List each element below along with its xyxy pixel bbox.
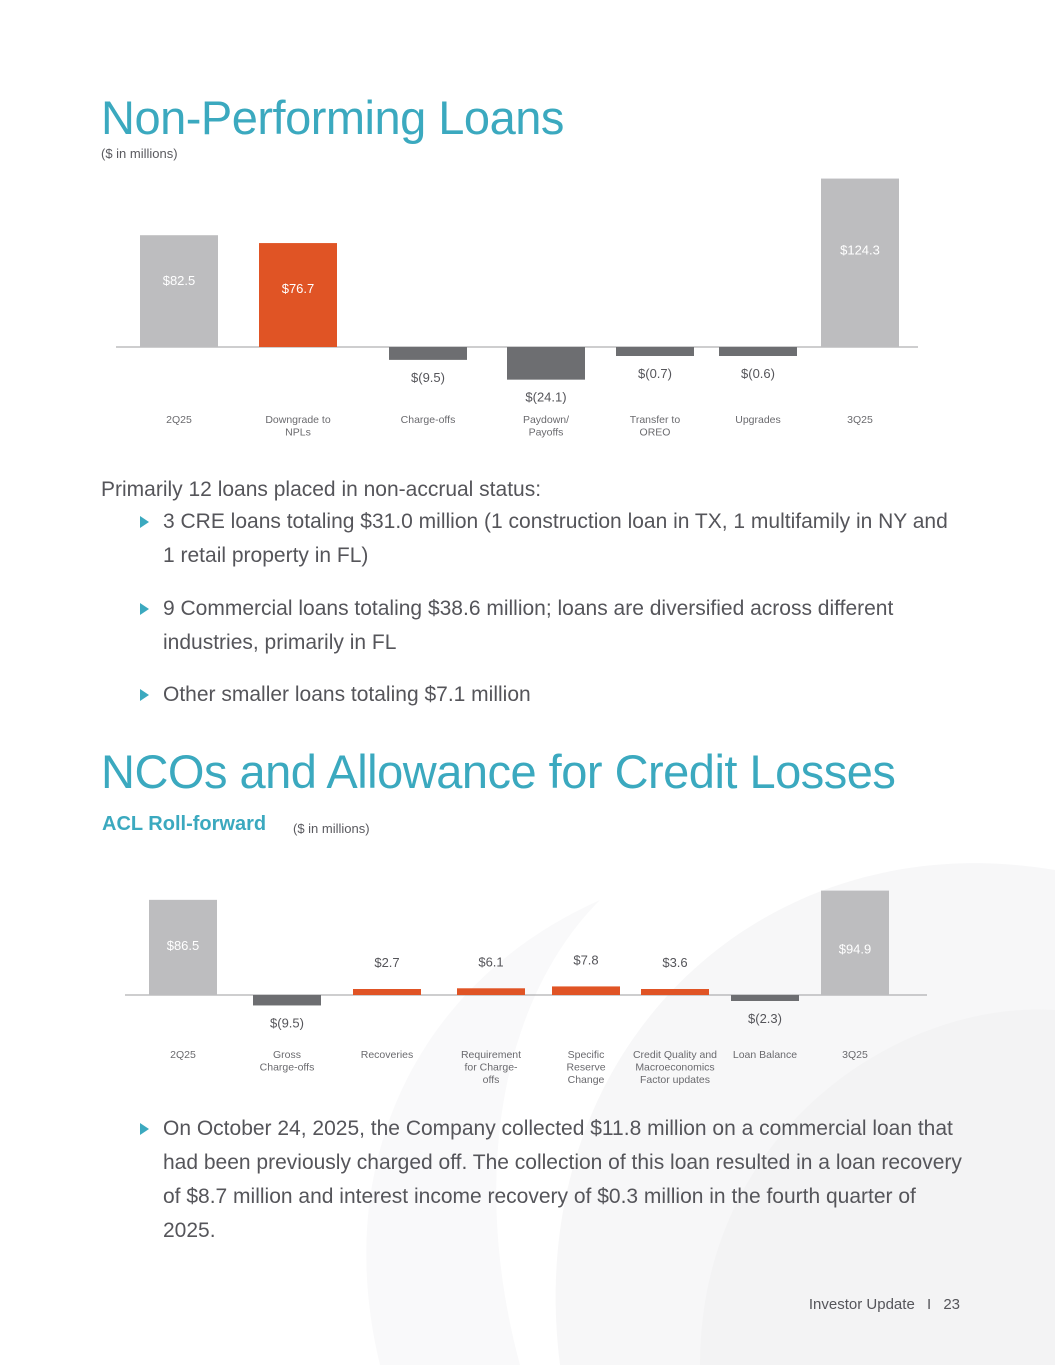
chart-category-label: Transfer to	[630, 414, 681, 426]
page-number: 23	[943, 1296, 960, 1313]
chart-category-label: Upgrades	[735, 414, 781, 426]
acl-rollforward-subtitle: ACL Roll-forward	[102, 813, 267, 835]
chart-bar	[140, 235, 218, 347]
chart-value-label: $6.1	[478, 954, 503, 969]
chart-bar	[389, 347, 467, 360]
chart-category-label: Downgrade to	[265, 414, 331, 426]
chart-category-label: OREO	[640, 427, 671, 439]
chart-bar	[821, 178, 899, 347]
npl-bullet-2: 9 Commercial loans totaling $38.6 millio…	[163, 597, 894, 654]
chart-bar	[149, 899, 217, 995]
acl-units-note: ($ in millions)	[293, 821, 370, 836]
chart-category-label: Recoveries	[361, 1049, 414, 1061]
chart-value-label: $94.9	[839, 942, 872, 957]
chart-value-label: $7.8	[573, 952, 598, 967]
chart-category-label: Specific	[568, 1049, 605, 1061]
chart-value-label: $3.6	[662, 955, 687, 970]
chart-category-label: 2Q25	[170, 1049, 196, 1061]
chart-value-label: $(0.7)	[638, 366, 672, 381]
bullet-arrow-icon	[140, 1123, 149, 1135]
chart-bar	[552, 986, 620, 995]
npl-bullet-1: 3 CRE loans totaling $31.0 million (1 co…	[163, 510, 948, 567]
chart-category-label: Payoffs	[529, 427, 564, 439]
chart-value-label: $86.5	[167, 938, 200, 953]
chart-category-label: Gross	[273, 1049, 301, 1061]
footer-separator: I	[926, 1296, 932, 1313]
chart-category-label: Macroeconomics	[635, 1062, 714, 1074]
chart-bar	[253, 995, 321, 1006]
footer-label: Investor Update	[808, 1296, 915, 1313]
chart-category-label: Paydown/	[523, 414, 569, 426]
npl-bullet-3: Other smaller loans totaling $7.1 millio…	[163, 683, 531, 706]
chart-category-label: 3Q25	[847, 414, 873, 426]
chart-bar	[616, 347, 694, 356]
chart-bar	[731, 995, 799, 1001]
chart-category-label: Loan Balance	[733, 1049, 797, 1061]
chart-category-label: Requirement	[461, 1049, 521, 1061]
chart-category-label: NPLs	[285, 427, 311, 439]
chart-value-label: $(9.5)	[411, 370, 445, 385]
nco-title: NCOs and Allowance for Credit Losses	[101, 745, 896, 798]
chart-value-label: $76.7	[282, 281, 315, 296]
chart-value-label: $124.3	[840, 243, 880, 258]
chart-bar	[457, 988, 525, 995]
page-footer: Investor Update I 23	[760, 1296, 960, 1313]
bullet-arrow-icon	[140, 603, 149, 615]
chart-category-label: Factor updates	[640, 1074, 710, 1086]
chart-value-label: $(2.3)	[748, 1011, 782, 1026]
chart-category-label: Charge-offs	[260, 1062, 315, 1074]
chart-category-label: Change	[568, 1074, 605, 1086]
npl-units-note: ($ in millions)	[101, 146, 178, 161]
chart-category-label: Charge-offs	[401, 414, 456, 426]
chart-bar	[507, 347, 585, 380]
nco-bullet: On October 24, 2025, the Company collect…	[163, 1117, 962, 1242]
chart-value-label: $2.7	[374, 955, 399, 970]
chart-value-label: $(0.6)	[741, 366, 775, 381]
npl-lead-text: Primarily 12 loans placed in non-accrual…	[101, 478, 542, 501]
chart-category-label: Reserve	[566, 1062, 605, 1074]
chart-category-label: Credit Quality and	[633, 1049, 717, 1061]
chart-category-label: offs	[483, 1074, 500, 1086]
chart-bar	[719, 347, 797, 356]
chart-value-label: $(9.5)	[270, 1015, 304, 1030]
chart-bar	[821, 890, 889, 995]
chart-value-label: $82.5	[163, 273, 196, 288]
chart-category-label: 2Q25	[166, 414, 192, 426]
chart-bar	[353, 989, 421, 995]
bullet-arrow-icon	[140, 516, 149, 528]
chart-value-label: $(24.1)	[525, 390, 566, 405]
npl-title: Non-Performing Loans	[101, 91, 564, 144]
chart-bar	[259, 243, 337, 347]
chart-category-label: for Charge-	[464, 1062, 518, 1074]
chart-bar	[641, 989, 709, 995]
bullet-arrow-icon	[140, 689, 149, 701]
chart-category-label: 3Q25	[842, 1049, 868, 1061]
